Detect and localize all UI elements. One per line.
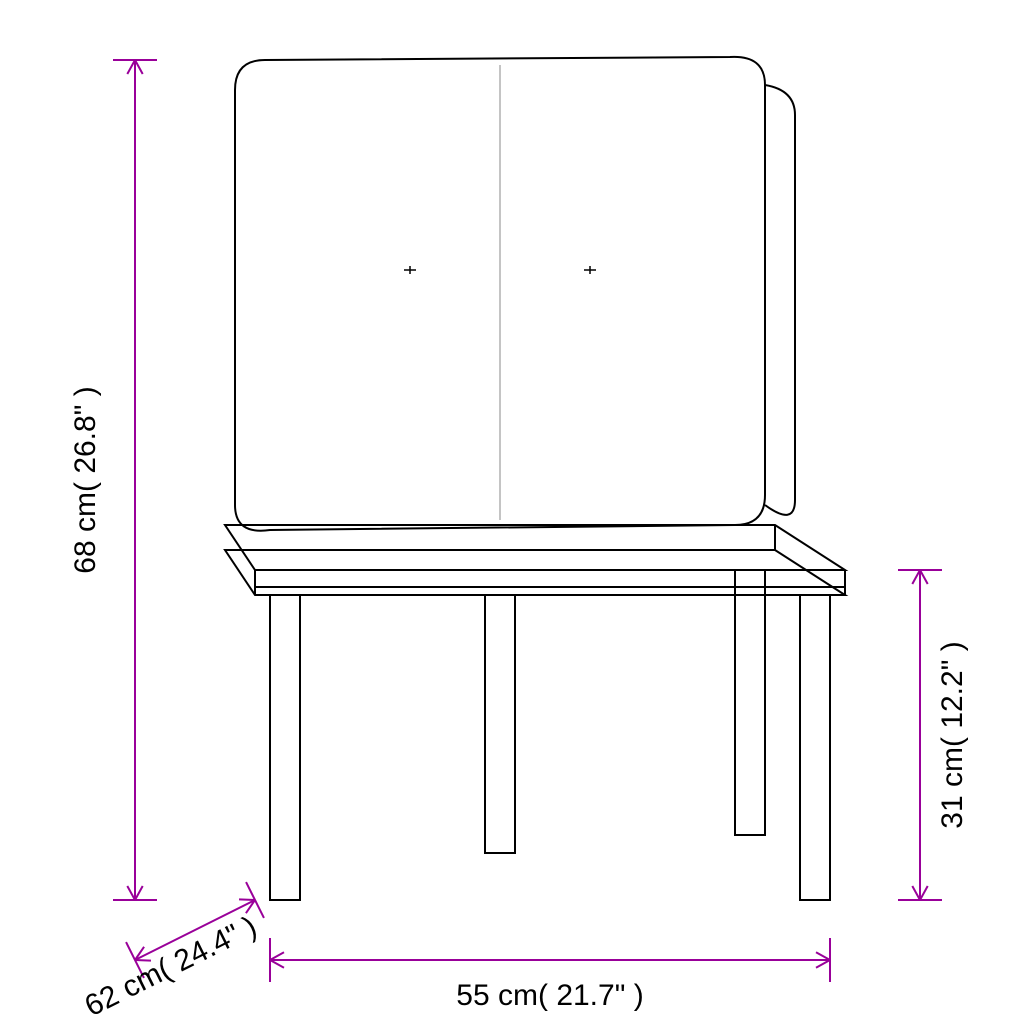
dimension-seat-height-label: 31 cm( 12.2" ) [936,641,969,828]
seat-cushion-top [225,525,845,570]
tuft-mark [584,266,596,274]
dimension-seat-height: 31 cm( 12.2" ) [898,570,969,900]
chair-drawing [225,57,845,900]
dimension-height-label: 68 cm( 26.8" ) [69,386,102,573]
backrest-side [765,85,795,515]
chair-leg [485,595,515,853]
seat-cushion-edge [255,525,845,595]
chair-leg [270,595,300,900]
dimension-width: 55 cm( 21.7" ) [270,938,830,1012]
chair-leg [800,595,830,900]
dimension-depth: 62 cm( 24.4" ) [80,882,264,1023]
dimension-height: 68 cm( 26.8" ) [69,60,157,900]
dimension-depth-label: 62 cm( 24.4" ) [80,910,262,1023]
tuft-mark [404,266,416,274]
seat-base [225,550,845,595]
dimension-width-label: 55 cm( 21.7" ) [456,979,643,1012]
chair-leg [735,570,765,835]
